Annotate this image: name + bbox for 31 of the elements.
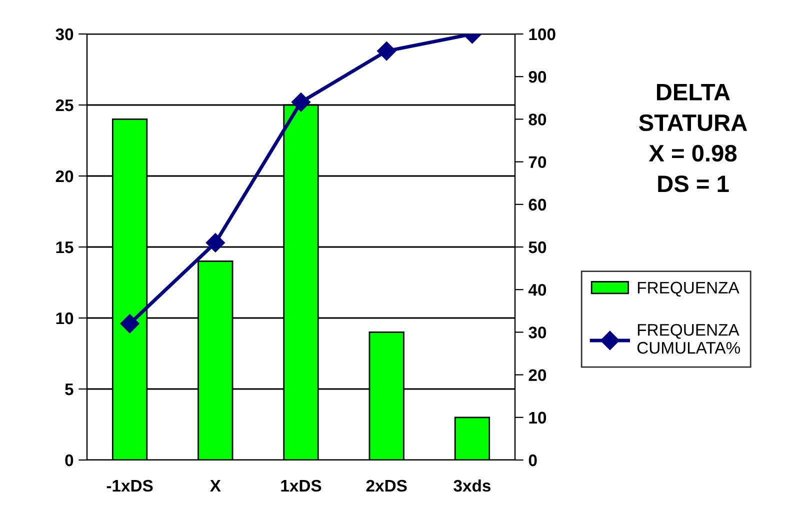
point [120,314,140,334]
point [377,42,396,61]
y-tick-label: 25 [56,99,74,112]
y-tick-label: 20 [56,170,74,182]
y2-tick-label: 20 [528,369,546,382]
y2-tick-label: 100 [529,28,556,40]
y2-tick-label: 60 [528,198,546,211]
legend-label: FREQUENZA [638,282,740,297]
y2-tick-label: 10 [529,412,546,424]
x-tick-label: X [210,480,221,492]
y2-tick-label: 40 [528,284,546,296]
y2-tick-label: 0 [528,454,537,466]
x-tick-label: 2xDS [366,480,407,492]
y-tick-label: 0 [65,454,74,466]
y2-tick-label: 70 [528,156,546,168]
legend-label: FREQUENZA CUMULATA% [637,324,740,354]
y-tick-label: 30 [56,28,74,40]
point [291,92,311,112]
y2-tick-label: 90 [528,71,546,83]
y-tick-label: 10 [56,312,74,324]
x-tick-label: -1xDS [106,480,153,492]
y2-tick-label: 80 [528,114,546,126]
y-tick-label: 5 [65,384,74,396]
x-tick-label: 3xds [454,479,491,492]
x-tick-label: 1xDS [281,480,322,492]
y-tick-label: 15 [56,242,74,254]
y2-tick-label: 30 [528,326,546,338]
y2-tick-label: 50 [528,241,546,254]
bar [454,416,490,460]
point [206,233,225,252]
text: DELTA STATURA X = 0.98 DS = 1 [639,84,748,192]
